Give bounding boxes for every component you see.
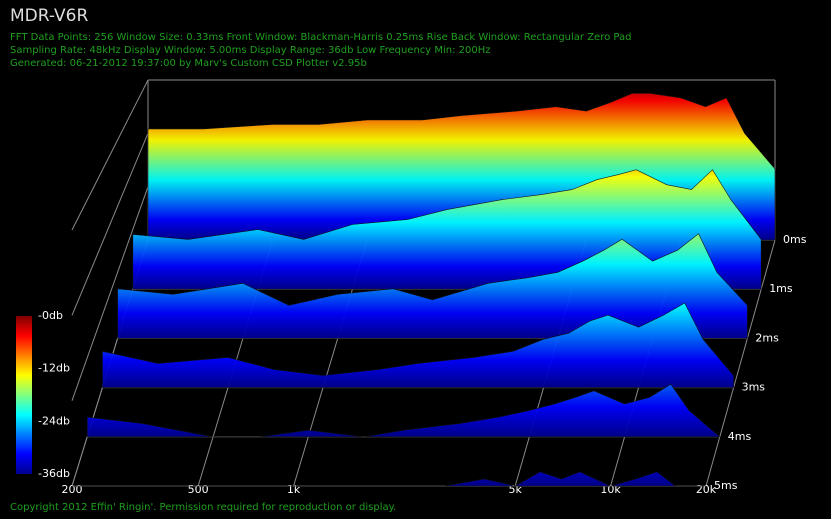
footer: Copyright 2012 Effin' Ringin'. Permissio…: [10, 502, 396, 513]
time-tick-label: 4ms: [728, 430, 752, 443]
color-bar-label: -0db: [38, 309, 63, 322]
time-tick-label: 3ms: [742, 381, 766, 394]
grid-line: [71, 186, 149, 401]
x-tick-label: 1k: [287, 483, 301, 496]
time-tick-label: 0ms: [783, 233, 807, 246]
x-tick-label: 500: [188, 483, 209, 496]
slice: [86, 383, 721, 438]
grid-line: [705, 239, 776, 487]
time-tick-label: 2ms: [755, 331, 779, 344]
grid-line: [71, 79, 149, 231]
info-line: Generated: 06-21-2012 19:37:00 by Marv's…: [10, 58, 367, 69]
color-bar-label: -24db: [38, 414, 70, 427]
color-bar-label: -36db: [38, 467, 70, 480]
time-tick-label: 5ms: [714, 479, 738, 492]
slice: [72, 471, 706, 487]
color-bar: [16, 316, 32, 474]
slice: [102, 302, 734, 388]
x-tick-label: 200: [62, 483, 83, 496]
info-line: FFT Data Points: 256 Window Size: 0.33ms…: [10, 32, 631, 43]
grid-line: [71, 133, 149, 316]
info-line: Sampling Rate: 48kHz Display Window: 5.0…: [10, 45, 491, 56]
chart-title: MDR-V6R: [10, 6, 88, 26]
color-bar-label: -12db: [38, 362, 70, 375]
time-tick-label: 1ms: [769, 282, 793, 295]
slice: [117, 233, 748, 339]
